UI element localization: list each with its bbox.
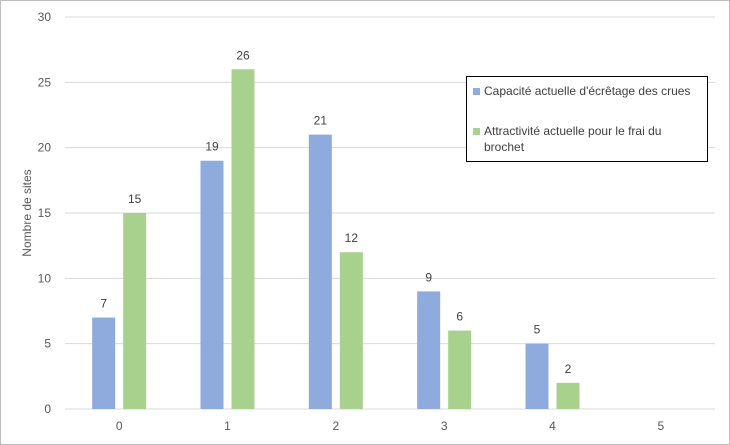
bar <box>556 382 580 409</box>
y-tick-label: 15 <box>38 206 52 220</box>
x-tick-label: 3 <box>441 419 448 433</box>
y-tick-label: 10 <box>38 271 52 285</box>
legend-item: Attractivité actuelle pour le frai du br… <box>473 123 698 155</box>
data-label: 12 <box>345 231 359 245</box>
x-tick-label: 2 <box>332 419 339 433</box>
x-axis-ticks: 0 1 2 3 4 5 <box>116 419 665 433</box>
data-label: 7 <box>100 297 107 311</box>
legend-swatch-series-1 <box>473 88 480 95</box>
data-label: 21 <box>314 114 328 128</box>
bar <box>339 252 363 409</box>
data-label: 26 <box>236 48 250 62</box>
legend: Capacité actuelle d'écrêtage des crues A… <box>466 76 708 162</box>
data-label: 6 <box>456 310 463 324</box>
bar <box>417 291 441 409</box>
legend-label: Attractivité actuelle pour le frai du br… <box>484 124 662 154</box>
y-axis-label: Nombre de sites <box>20 169 34 256</box>
bar <box>525 343 549 409</box>
bar <box>123 213 147 409</box>
x-tick-label: 5 <box>657 419 664 433</box>
data-labels: 7 15 19 26 21 12 9 6 5 2 <box>100 48 571 376</box>
y-tick-label: 5 <box>44 337 51 351</box>
legend-label: Capacité actuelle d'écrêtage des crues <box>484 84 691 98</box>
data-label: 2 <box>565 362 572 376</box>
legend-swatch-series-2 <box>473 128 480 135</box>
y-tick-label: 30 <box>38 10 52 24</box>
bar <box>200 160 224 409</box>
x-tick-label: 1 <box>224 419 231 433</box>
x-tick-label: 4 <box>549 419 556 433</box>
data-label: 9 <box>425 270 432 284</box>
y-tick-label: 20 <box>38 141 52 155</box>
data-label: 19 <box>205 140 219 154</box>
bar <box>308 134 332 409</box>
legend-item: Capacité actuelle d'écrêtage des crues <box>473 83 690 99</box>
bar <box>92 317 116 409</box>
data-label: 15 <box>128 192 142 206</box>
bars <box>92 69 580 410</box>
y-axis-ticks: 0 5 10 15 20 25 30 <box>38 10 52 416</box>
data-label: 5 <box>534 323 541 337</box>
y-tick-label: 25 <box>38 75 52 89</box>
bar <box>231 69 255 410</box>
x-tick-label: 0 <box>116 419 123 433</box>
bar <box>448 330 472 409</box>
y-tick-label: 0 <box>44 402 51 416</box>
